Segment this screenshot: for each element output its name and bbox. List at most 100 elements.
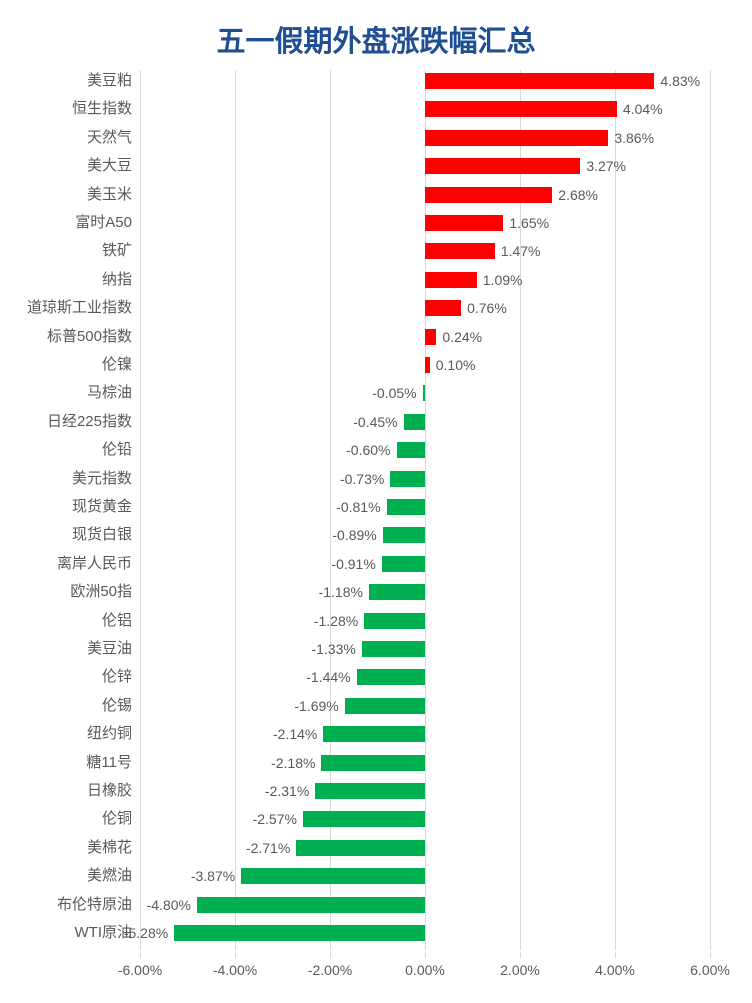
value-label: 4.83% bbox=[660, 70, 700, 92]
bar-row: 欧洲50指-1.18% bbox=[140, 581, 710, 609]
category-label: 美燃油 bbox=[87, 865, 132, 887]
bar bbox=[425, 101, 617, 117]
x-tick bbox=[235, 952, 236, 958]
value-label: -1.18% bbox=[319, 581, 363, 603]
value-label: -2.31% bbox=[265, 780, 309, 802]
category-label: 伦铝 bbox=[102, 610, 132, 632]
value-label: 3.27% bbox=[586, 155, 626, 177]
value-label: 2.68% bbox=[558, 184, 598, 206]
x-tick-label: 6.00% bbox=[690, 962, 730, 978]
bar bbox=[362, 641, 425, 657]
bar-row: 日经225指数-0.45% bbox=[140, 411, 710, 439]
category-label: 铁矿 bbox=[102, 240, 132, 262]
value-label: -0.45% bbox=[353, 411, 397, 433]
category-label: 美玉米 bbox=[87, 184, 132, 206]
bar-row: 美玉米2.68% bbox=[140, 184, 710, 212]
bar bbox=[404, 414, 425, 430]
x-tick-label: 4.00% bbox=[595, 962, 635, 978]
category-label: 伦锡 bbox=[102, 695, 132, 717]
category-label: 道琼斯工业指数 bbox=[27, 297, 132, 319]
category-label: 纳指 bbox=[102, 269, 132, 291]
x-tick-label: 2.00% bbox=[500, 962, 540, 978]
value-label: 1.47% bbox=[501, 240, 541, 262]
x-axis: -6.00%-4.00%-2.00%0.00%2.00%4.00%6.00% bbox=[140, 952, 710, 992]
bar bbox=[387, 499, 425, 515]
value-label: 1.09% bbox=[483, 269, 523, 291]
x-tick bbox=[615, 952, 616, 958]
bar-row: 天然气3.86% bbox=[140, 127, 710, 155]
category-label: 恒生指数 bbox=[72, 98, 132, 120]
bar bbox=[425, 130, 608, 146]
value-label: -0.60% bbox=[346, 439, 390, 461]
bar-row: 纳指1.09% bbox=[140, 269, 710, 297]
category-label: 现货黄金 bbox=[72, 496, 132, 518]
value-label: -1.44% bbox=[306, 666, 350, 688]
value-label: -2.18% bbox=[271, 752, 315, 774]
bar-row: 恒生指数4.04% bbox=[140, 98, 710, 126]
bar-row: 伦锡-1.69% bbox=[140, 695, 710, 723]
category-label: 离岸人民币 bbox=[57, 553, 132, 575]
bar bbox=[425, 300, 461, 316]
value-label: 0.10% bbox=[436, 354, 476, 376]
bar bbox=[423, 385, 425, 401]
bar bbox=[425, 158, 580, 174]
bar-row: WTI原油-5.28% bbox=[140, 922, 710, 950]
gridline bbox=[710, 70, 711, 950]
value-label: 0.76% bbox=[467, 297, 507, 319]
category-label: 伦铅 bbox=[102, 439, 132, 461]
bar bbox=[425, 73, 654, 89]
bar bbox=[303, 811, 425, 827]
value-label: -2.14% bbox=[273, 723, 317, 745]
bar bbox=[357, 669, 425, 685]
value-label: -2.57% bbox=[253, 808, 297, 830]
bar bbox=[383, 527, 425, 543]
bar bbox=[369, 584, 425, 600]
value-label: -0.89% bbox=[332, 524, 376, 546]
category-label: 伦铜 bbox=[102, 808, 132, 830]
bar bbox=[321, 755, 425, 771]
bar bbox=[425, 187, 552, 203]
bar-row: 伦铝-1.28% bbox=[140, 610, 710, 638]
bar-row: 纽约铜-2.14% bbox=[140, 723, 710, 751]
x-tick-label: 0.00% bbox=[405, 962, 445, 978]
bar bbox=[296, 840, 425, 856]
bar-row: 日橡胶-2.31% bbox=[140, 780, 710, 808]
category-label: 美元指数 bbox=[72, 468, 132, 490]
plot-area: 美豆粕4.83%恒生指数4.04%天然气3.86%美大豆3.27%美玉米2.68… bbox=[140, 70, 710, 950]
value-label: 4.04% bbox=[623, 98, 663, 120]
category-label: 糖11号 bbox=[86, 752, 132, 774]
bar-row: 布伦特原油-4.80% bbox=[140, 894, 710, 922]
bar-row: 伦铜-2.57% bbox=[140, 808, 710, 836]
bar-row: 现货黄金-0.81% bbox=[140, 496, 710, 524]
bar bbox=[382, 556, 425, 572]
x-tick bbox=[425, 952, 426, 958]
value-label: -1.33% bbox=[311, 638, 355, 660]
value-label: 3.86% bbox=[614, 127, 654, 149]
chart-title: 五一假期外盘涨跌幅汇总 bbox=[0, 0, 752, 68]
value-label: -0.91% bbox=[331, 553, 375, 575]
bar-row: 美大豆3.27% bbox=[140, 155, 710, 183]
x-tick-label: -6.00% bbox=[118, 962, 162, 978]
category-label: 美豆粕 bbox=[87, 70, 132, 92]
value-label: -0.05% bbox=[372, 382, 416, 404]
bar bbox=[364, 613, 425, 629]
bar-row: 美棉花-2.71% bbox=[140, 837, 710, 865]
category-label: 伦锌 bbox=[102, 666, 132, 688]
bar-row: 美元指数-0.73% bbox=[140, 468, 710, 496]
bar bbox=[197, 897, 425, 913]
bar bbox=[323, 726, 425, 742]
bar bbox=[425, 357, 430, 373]
bar-row: 标普500指数0.24% bbox=[140, 326, 710, 354]
bar-row: 道琼斯工业指数0.76% bbox=[140, 297, 710, 325]
value-label: -2.71% bbox=[246, 837, 290, 859]
category-label: 日经225指数 bbox=[47, 411, 132, 433]
category-label: 美棉花 bbox=[87, 837, 132, 859]
value-label: 0.24% bbox=[442, 326, 482, 348]
bar-row: 伦锌-1.44% bbox=[140, 666, 710, 694]
bar bbox=[425, 272, 477, 288]
value-label: -5.28% bbox=[124, 922, 168, 944]
bar bbox=[397, 442, 426, 458]
category-label: 布伦特原油 bbox=[57, 894, 132, 916]
bar bbox=[425, 329, 436, 345]
category-label: 天然气 bbox=[87, 127, 132, 149]
